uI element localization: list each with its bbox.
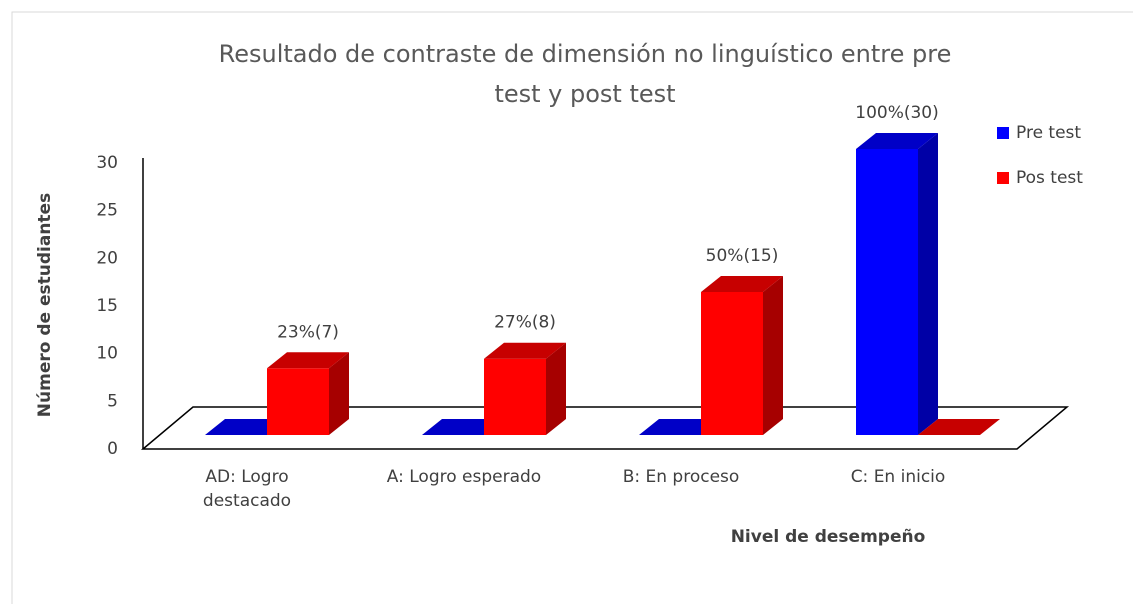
x-tick-label: A: Logro esperado: [386, 467, 542, 487]
legend-label: Pos test: [1016, 168, 1083, 188]
value-label: 27%(8): [494, 313, 556, 333]
y-tick-label: 5: [107, 391, 118, 411]
bar-side: [329, 352, 349, 435]
bar: [484, 342, 566, 435]
bar-side: [546, 342, 566, 435]
chart-title: Resultado de contraste de dimensión no l…: [218, 40, 952, 108]
bar: [639, 419, 721, 435]
bar: [918, 419, 1000, 435]
legend-label: Pre test: [1016, 123, 1081, 143]
y-tick-label: 0: [107, 439, 118, 459]
bar-top: [918, 419, 1000, 435]
bar-side: [918, 133, 938, 435]
y-tick-label: 15: [96, 296, 118, 316]
bar-front: [856, 149, 918, 435]
bar: [701, 276, 783, 435]
chart-frame: [11, 11, 1133, 604]
x-tick-label: C: En inicio: [850, 467, 946, 487]
x-tick-label: AD: Logro destacado: [202, 467, 292, 511]
bar: [267, 352, 349, 435]
y-tick-label: 25: [96, 201, 118, 221]
x-tick-label: B: En proceso: [622, 467, 740, 487]
bar: [422, 419, 504, 435]
y-axis-label: Número de estudiantes: [35, 193, 55, 417]
value-label: 100%(30): [855, 103, 939, 123]
value-label: 23%(7): [277, 322, 339, 342]
bar-top: [205, 419, 287, 435]
legend-swatch: [997, 172, 1009, 184]
y-tick-label: 30: [96, 153, 118, 173]
bar-front: [484, 358, 546, 435]
value-label: 50%(15): [706, 246, 779, 266]
floor: [140, 406, 1070, 450]
y-tick-label: 20: [96, 248, 118, 268]
bar-top: [701, 276, 783, 292]
bar-top: [639, 419, 721, 435]
x-axis-label: Nivel de desempeño: [731, 527, 926, 547]
bar-front: [701, 292, 763, 435]
bar-top: [856, 133, 938, 149]
y-tick-label: 10: [96, 344, 118, 364]
legend-swatch: [997, 127, 1009, 139]
bar-top: [422, 419, 504, 435]
bar: [856, 133, 938, 435]
bar-top: [484, 342, 566, 359]
bar-side: [763, 276, 783, 435]
bar: [205, 419, 287, 435]
bar-top: [267, 352, 349, 369]
bar-front: [267, 368, 329, 435]
